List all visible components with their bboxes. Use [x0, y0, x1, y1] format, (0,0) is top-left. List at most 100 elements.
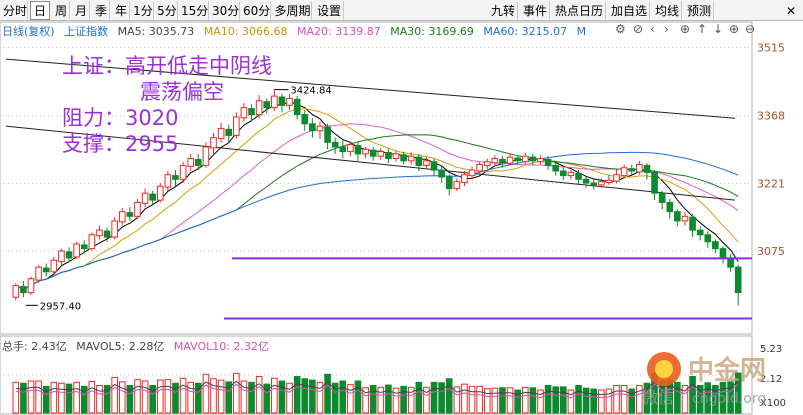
volume-bar: [172, 382, 179, 414]
period-tab-7[interactable]: 5分: [156, 1, 178, 20]
volume-bar: [438, 382, 445, 414]
volume-bar: [187, 381, 194, 414]
candle: [58, 248, 65, 265]
tool-button-0[interactable]: 九转: [488, 1, 518, 20]
candle-body: [369, 149, 377, 157]
candle-body: [324, 126, 331, 143]
candle-body: [42, 267, 50, 273]
trend-line-mid: [5, 125, 736, 201]
collapse-icon[interactable]: ⊖: [745, 22, 756, 36]
main-panel-border: [0, 21, 753, 335]
period-tab-4[interactable]: 季: [92, 1, 110, 20]
candle: [316, 121, 324, 139]
volume-bar: [529, 387, 537, 414]
candle: [80, 240, 88, 254]
volume-bar: [506, 387, 514, 414]
candle: [712, 239, 719, 254]
candle-body: [73, 243, 80, 258]
candle-body: [179, 164, 187, 180]
tool-button-3[interactable]: 加自选: [608, 1, 650, 20]
volume-bar: [704, 382, 712, 414]
candle-body: [149, 193, 156, 201]
period-tab-3[interactable]: 月: [72, 1, 90, 20]
settings-icon[interactable]: ⚙: [615, 22, 626, 36]
volume-bar: [453, 386, 461, 414]
volume-bar: [362, 387, 369, 414]
tool-button-5[interactable]: 预测: [684, 1, 714, 20]
candle: [255, 95, 263, 119]
candle-body: [674, 211, 681, 222]
candle: [385, 148, 392, 164]
candle: [88, 232, 96, 251]
candle: [499, 156, 506, 168]
candle: [734, 264, 742, 306]
y-tick-label: 3368: [757, 110, 785, 123]
down-arrow-icon[interactable]: ↓: [713, 22, 724, 36]
candle: [529, 153, 537, 166]
volume-tick-label: X100: [760, 398, 786, 409]
volume-bar: [331, 382, 339, 414]
candle: [423, 157, 430, 170]
annotation-line-3: 阻力：3020: [62, 106, 179, 130]
candle: [727, 254, 734, 272]
candle: [233, 112, 240, 139]
zoom-icon[interactable]: ⊕: [680, 22, 691, 36]
period-tab-1[interactable]: 日: [30, 1, 50, 20]
candle-body: [651, 171, 658, 194]
volume-bar: [605, 388, 613, 414]
volume-bar: [445, 378, 453, 414]
candle: [240, 103, 248, 122]
expand-icon[interactable]: ⊕: [729, 22, 740, 36]
period-tab-10[interactable]: 60分: [242, 1, 271, 20]
candle: [309, 118, 316, 138]
candle: [674, 209, 681, 227]
candle-body: [423, 160, 430, 166]
period-tab-2[interactable]: 周: [52, 1, 70, 20]
period-tab-0[interactable]: 分时: [2, 1, 28, 20]
period-tab-5[interactable]: 年: [112, 1, 130, 20]
high-price-label: 3424.84: [290, 86, 331, 97]
candle: [172, 170, 179, 187]
volume-bar: [339, 380, 347, 414]
period-tab-8[interactable]: 15分: [180, 1, 209, 20]
tool-button-4[interactable]: 均线: [652, 1, 682, 20]
close-icon[interactable]: ✕: [785, 4, 797, 18]
volume-bar: [407, 386, 415, 414]
candle-body: [309, 123, 316, 132]
tool-button-1[interactable]: 事件: [520, 1, 550, 20]
volume-bar: [582, 387, 590, 414]
volume-tick-label: 5.23: [760, 344, 782, 355]
candle-body: [514, 157, 521, 162]
search-icon[interactable]: ⊘: [633, 22, 644, 36]
up-arrow-icon[interactable]: ↑: [697, 22, 708, 36]
main-legend: 日线(复权) 上证指数 MA5: 3035.73 MA10: 3066.68 M…: [2, 23, 592, 39]
chevron-right-icon[interactable]: ›: [664, 22, 669, 36]
volume-bar: [468, 385, 476, 414]
period-tab-11[interactable]: 多周期: [273, 1, 312, 20]
volume-bar: [430, 381, 438, 414]
candle-body: [339, 146, 347, 153]
tool-button-2[interactable]: 热点日历: [552, 1, 606, 20]
volume-bar: [560, 386, 567, 414]
candle-body: [233, 116, 240, 136]
candle-body: [210, 137, 217, 149]
candle-body: [628, 168, 636, 172]
volume-bar: [278, 380, 286, 414]
candle: [362, 146, 369, 159]
period-tab-6[interactable]: 1分: [132, 1, 154, 20]
period-tab-12[interactable]: 设置: [314, 1, 344, 20]
chevron-left-icon[interactable]: ‹: [650, 22, 655, 36]
candle: [613, 169, 620, 184]
candle: [400, 151, 407, 165]
volume-bar: [20, 382, 27, 414]
candle-body: [529, 156, 537, 162]
candle: [118, 207, 126, 226]
candle: [537, 155, 544, 165]
period-tab-9[interactable]: 30分: [211, 1, 240, 20]
candle: [126, 207, 134, 221]
volume-bar: [598, 389, 605, 414]
watermark-wechat: 微信: [642, 388, 674, 407]
candle-body: [392, 153, 400, 160]
candle: [377, 147, 385, 160]
volume-bar: [126, 385, 134, 414]
